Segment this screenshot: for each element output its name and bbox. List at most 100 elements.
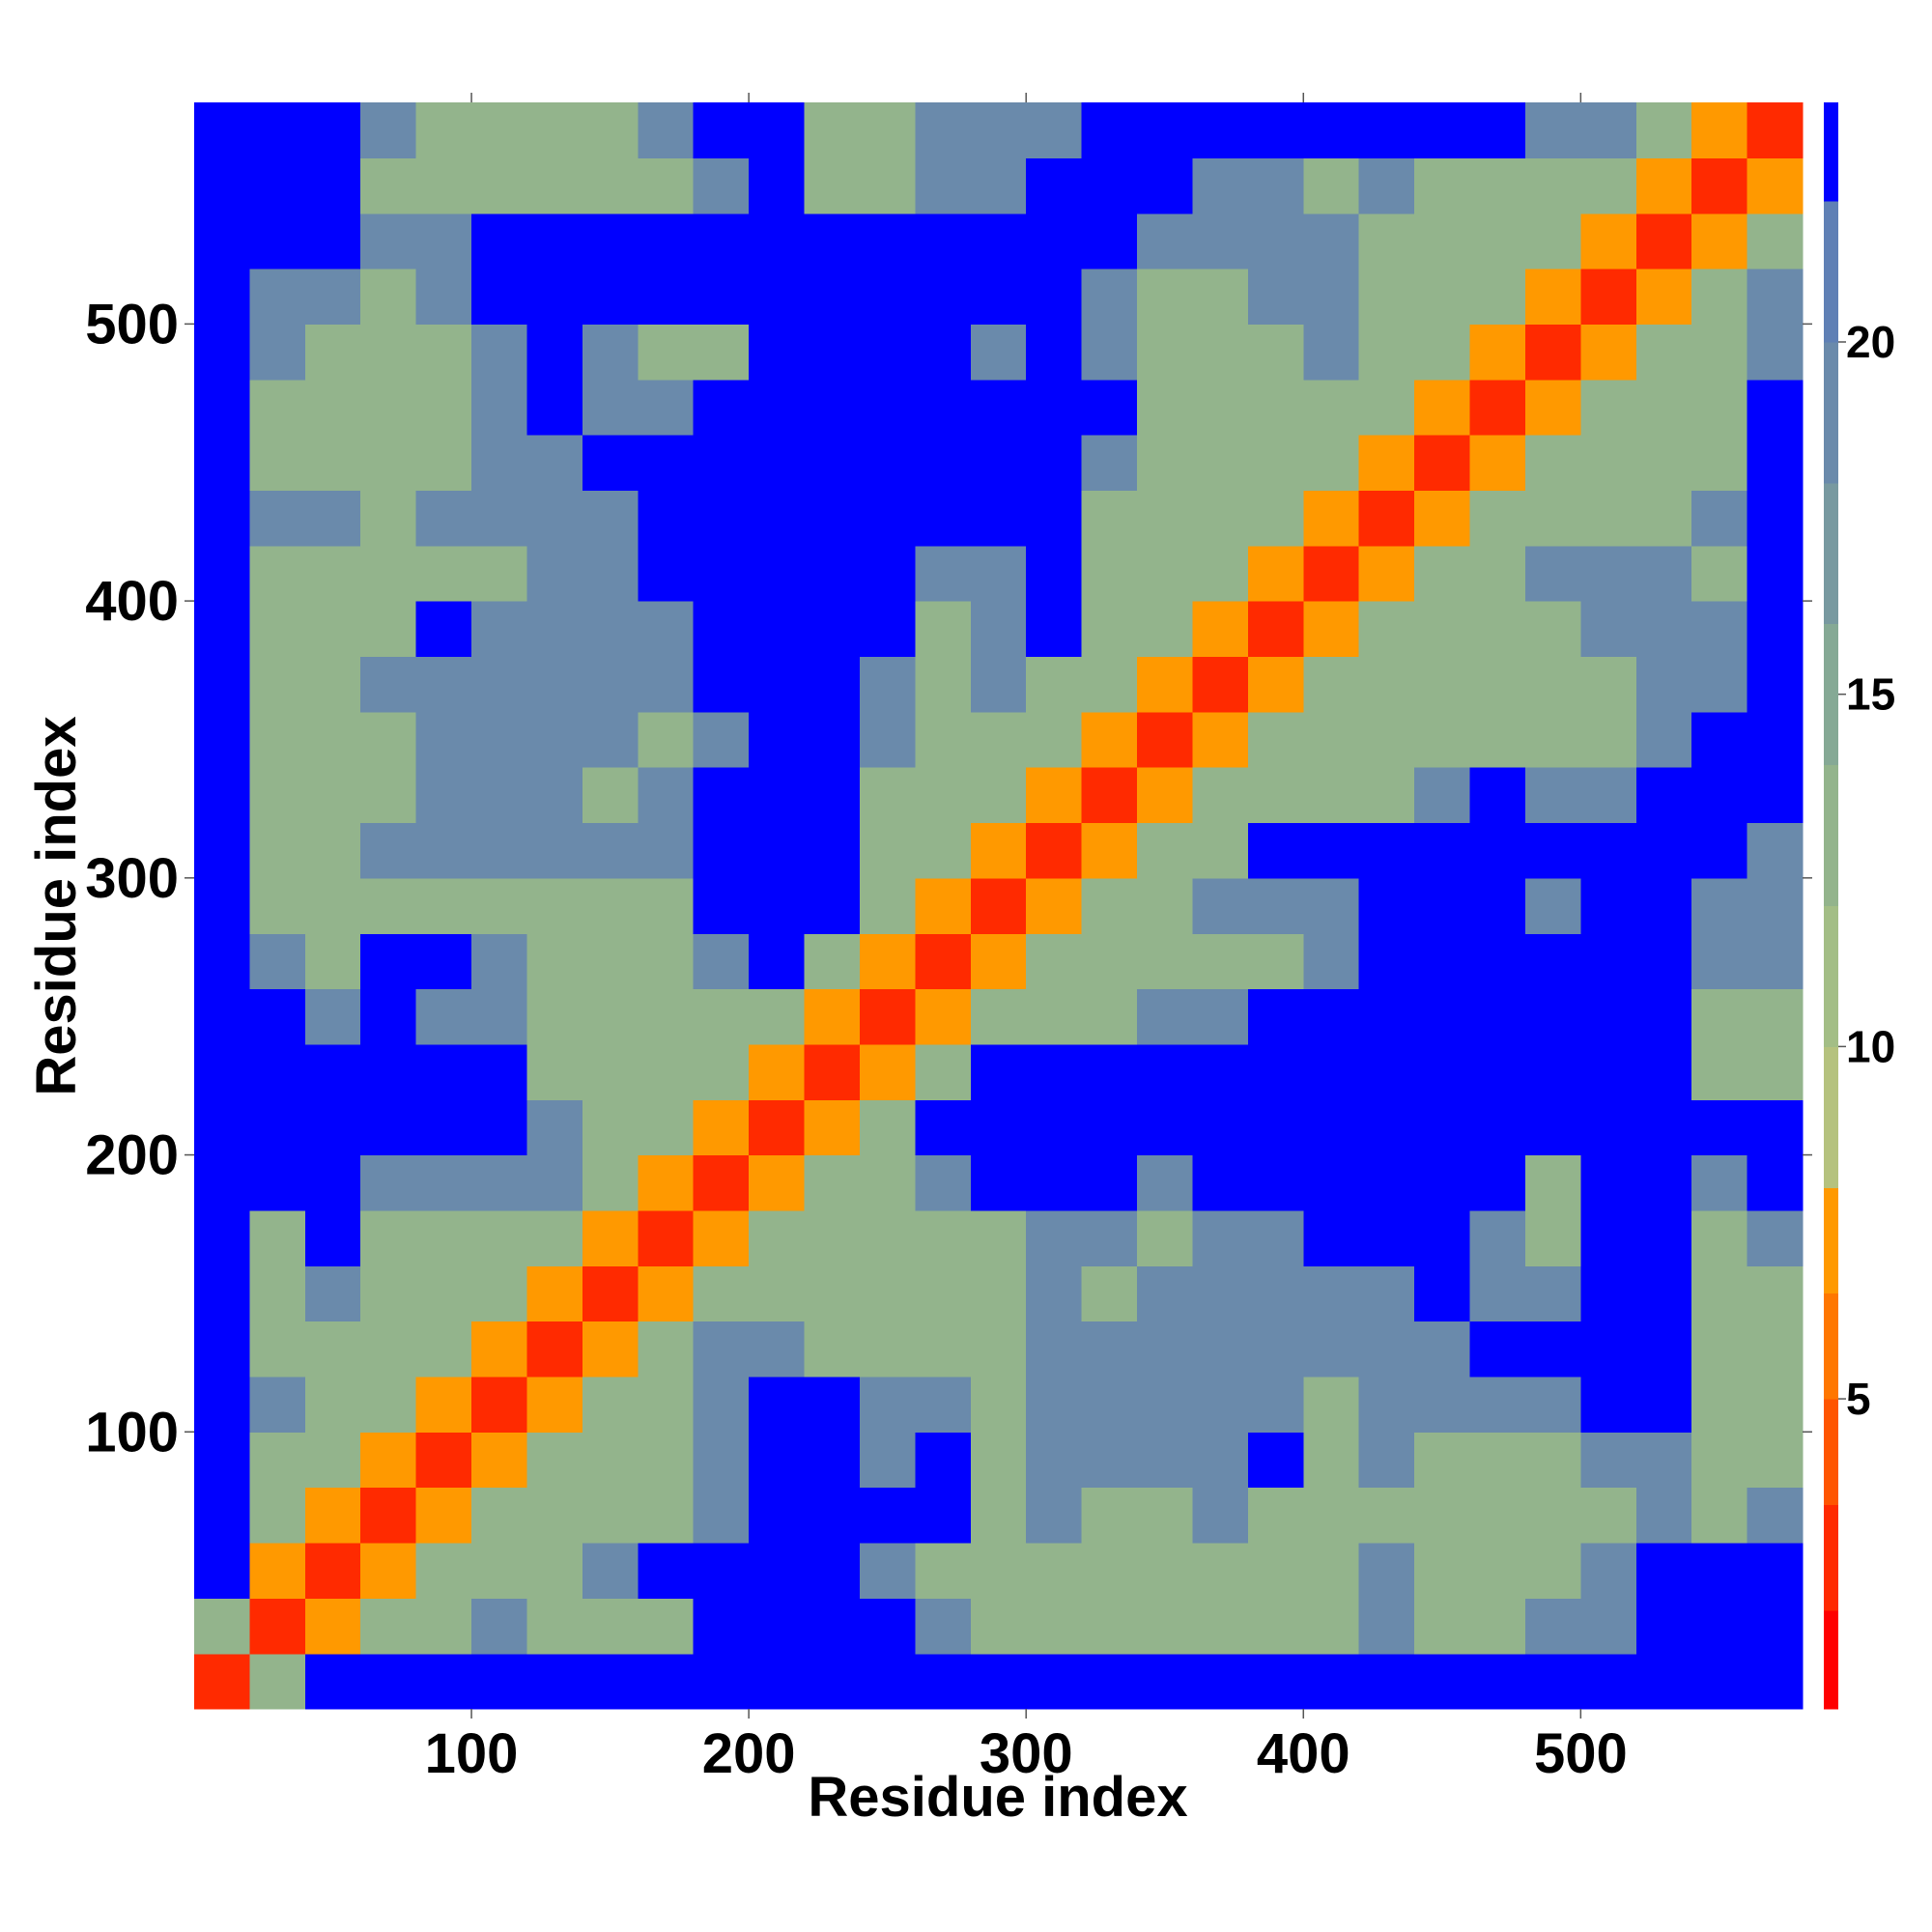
heatmap-cell <box>304 1043 361 1100</box>
heatmap-cell <box>1580 988 1637 1045</box>
colorbar-tick-label: 10 <box>1846 1021 1895 1071</box>
heatmap-cell <box>804 1265 861 1322</box>
heatmap-cell <box>1747 1432 1804 1489</box>
heatmap-cell <box>693 379 750 436</box>
heatmap-cell <box>471 711 528 768</box>
heatmap-cell <box>1580 1653 1637 1710</box>
heatmap-cell <box>1026 1432 1083 1489</box>
heatmap-cell <box>1247 1043 1304 1100</box>
heatmap-cell <box>1192 213 1249 270</box>
heatmap-cell <box>1247 490 1304 547</box>
heatmap-cell <box>804 1487 861 1544</box>
heatmap-cell <box>1469 435 1526 492</box>
heatmap-cell <box>1747 157 1804 214</box>
heatmap-cell <box>249 933 306 990</box>
heatmap-cell <box>1192 1542 1249 1599</box>
heatmap-cell <box>1303 1321 1360 1378</box>
heatmap-cell <box>471 213 528 270</box>
heatmap-cell <box>1635 102 1692 158</box>
heatmap-cell <box>693 822 750 879</box>
heatmap-cell <box>415 1432 472 1489</box>
x-tick-label: 200 <box>702 1722 796 1785</box>
heatmap-cell <box>1747 656 1804 713</box>
heatmap-cell <box>749 102 806 158</box>
heatmap-cell <box>638 1321 695 1378</box>
heatmap-cell <box>915 324 972 381</box>
heatmap-cell <box>1414 877 1471 934</box>
heatmap-cell <box>804 1209 861 1266</box>
heatmap-cell <box>1635 324 1692 381</box>
heatmap-cell <box>693 1376 750 1433</box>
heatmap-cell <box>471 877 528 934</box>
heatmap-cell <box>1303 1376 1360 1433</box>
heatmap-cell <box>1026 213 1083 270</box>
heatmap-cell <box>1524 933 1581 990</box>
heatmap-cell <box>693 157 750 214</box>
heatmap-cell <box>360 1542 417 1599</box>
heatmap-cell <box>749 1653 806 1710</box>
heatmap-cell <box>970 1432 1027 1489</box>
heatmap-cell <box>1137 213 1194 270</box>
heatmap-cell <box>915 1154 972 1211</box>
heatmap-cell <box>1524 545 1581 602</box>
heatmap-cell <box>1524 767 1581 824</box>
heatmap-cell <box>526 656 583 713</box>
heatmap-cell <box>194 435 251 492</box>
heatmap-cell <box>638 1432 695 1489</box>
heatmap-cell <box>1524 1265 1581 1322</box>
colorbar-tick-label: 5 <box>1846 1374 1871 1424</box>
heatmap-cell <box>304 102 361 158</box>
heatmap-cell <box>970 435 1027 492</box>
heatmap-cell <box>1524 213 1581 270</box>
heatmap-cell <box>194 1209 251 1266</box>
heatmap-cell <box>1524 157 1581 214</box>
heatmap-cell <box>1580 379 1637 436</box>
heatmap-cell <box>1026 656 1083 713</box>
colorbar-band <box>1824 623 1838 766</box>
heatmap-cell <box>1635 988 1692 1045</box>
heatmap-cell <box>1137 379 1194 436</box>
heatmap-cell <box>859 1376 916 1433</box>
heatmap-cell <box>1026 1653 1083 1710</box>
heatmap-cell <box>1414 1321 1471 1378</box>
heatmap-cell <box>1747 1099 1804 1156</box>
heatmap-cell <box>304 379 361 436</box>
heatmap-cell <box>1414 102 1471 158</box>
heatmap-cell <box>693 1598 750 1655</box>
heatmap-cell <box>1081 213 1138 270</box>
heatmap-cell <box>1192 1376 1249 1433</box>
heatmap-cell <box>415 601 472 658</box>
heatmap-cell <box>582 1265 639 1322</box>
colorbar-band <box>1824 905 1838 1047</box>
heatmap-cell <box>1358 601 1415 658</box>
heatmap-cell <box>1358 767 1415 824</box>
heatmap-cell <box>1580 1154 1637 1211</box>
heatmap-cell <box>1137 1154 1194 1211</box>
heatmap-cell <box>804 1542 861 1599</box>
heatmap-cell <box>1247 1376 1304 1433</box>
heatmap-cell <box>1747 1321 1804 1378</box>
colorbar-band <box>1824 1187 1838 1294</box>
heatmap-cell <box>1747 379 1804 436</box>
heatmap-cell <box>915 1653 972 1710</box>
heatmap-cell <box>1137 1099 1194 1156</box>
heatmap-cell <box>1247 1154 1304 1211</box>
heatmap-cell <box>1414 1099 1471 1156</box>
heatmap-cell <box>1635 1432 1692 1489</box>
heatmap-cell <box>1469 1487 1526 1544</box>
heatmap-cell <box>249 379 306 436</box>
heatmap-cell <box>249 1321 306 1378</box>
heatmap-cell <box>304 767 361 824</box>
heatmap-cell <box>1192 1653 1249 1710</box>
heatmap-cell <box>1635 601 1692 658</box>
heatmap-cell <box>1247 711 1304 768</box>
heatmap-cell <box>638 1099 695 1156</box>
heatmap-cell <box>1524 656 1581 713</box>
heatmap-cell <box>471 1598 528 1655</box>
heatmap-cell <box>638 656 695 713</box>
heatmap-cell <box>859 1265 916 1322</box>
heatmap-cell <box>915 102 972 158</box>
heatmap-cell <box>360 1265 417 1322</box>
heatmap-cell <box>471 379 528 436</box>
heatmap-cell <box>1691 1043 1748 1100</box>
